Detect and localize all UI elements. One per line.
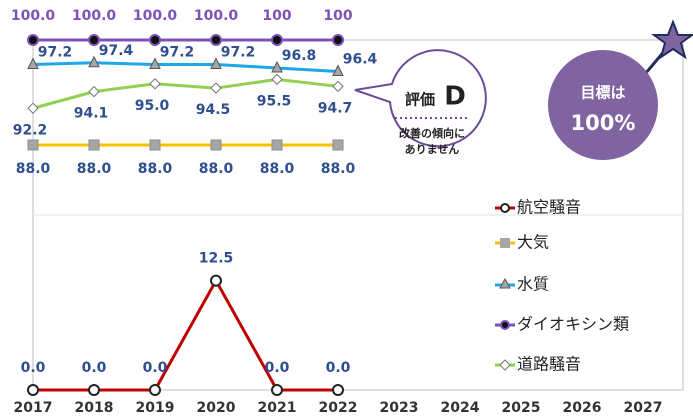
legend-label: 水質 <box>517 275 549 294</box>
x-tick-label: 2018 <box>75 400 114 416</box>
point <box>271 139 283 151</box>
legend-label: 大気 <box>517 233 549 252</box>
value-label: 88.0 <box>77 161 112 177</box>
x-tick-label: 2024 <box>441 400 480 416</box>
evaluation-note: 改善の傾向に <box>399 126 465 140</box>
value-label: 88.0 <box>16 161 51 177</box>
x-tick-label: 2017 <box>14 400 53 416</box>
x-tick-label: 2026 <box>563 400 602 416</box>
point <box>88 384 100 396</box>
value-label: 96.4 <box>343 52 378 68</box>
target-badge: 目標は 100% <box>548 19 693 160</box>
x-tick-label: 2022 <box>319 400 358 416</box>
value-label: 100 <box>323 8 352 24</box>
point <box>271 60 283 73</box>
value-label: 97.4 <box>99 43 134 59</box>
point <box>210 274 222 287</box>
value-label: 88.0 <box>199 161 234 177</box>
legend-marker <box>500 203 510 213</box>
value-label: 95.5 <box>257 93 292 109</box>
value-label: 97.2 <box>38 45 73 61</box>
target-circle <box>548 50 658 160</box>
value-label: 94.1 <box>74 106 109 122</box>
value-label: 88.0 <box>260 161 295 177</box>
legend-label: 道路騒音 <box>517 355 581 374</box>
point <box>27 384 39 396</box>
target-label: 目標は <box>580 84 625 102</box>
x-tick-label: 2019 <box>136 400 175 416</box>
value-label: 0.0 <box>82 360 107 376</box>
series-line <box>32 77 339 110</box>
point <box>210 57 222 69</box>
evaluation-grade: D <box>444 82 466 112</box>
legend-label: 航空騒音 <box>517 198 581 217</box>
legend-marker <box>499 277 511 289</box>
point <box>88 34 100 46</box>
callout-bubble <box>354 49 487 148</box>
point <box>149 57 161 69</box>
value-label: 96.8 <box>282 48 317 64</box>
value-label: 92.2 <box>13 122 48 138</box>
series-line <box>32 61 339 73</box>
marks <box>27 34 511 396</box>
value-label: 0.0 <box>143 360 168 376</box>
value-label: 0.0 <box>265 360 290 376</box>
point <box>27 57 39 69</box>
point <box>88 139 100 151</box>
x-tick-label: 2020 <box>197 400 236 416</box>
point <box>332 139 344 151</box>
point <box>210 139 222 151</box>
value-label: 97.2 <box>160 45 195 61</box>
point <box>27 102 39 114</box>
legend-marker <box>499 359 511 371</box>
value-label: 100 <box>262 8 291 24</box>
point <box>271 34 283 46</box>
lines <box>32 38 683 392</box>
legend-marker <box>500 238 510 248</box>
x-tick-label: 2027 <box>624 400 663 416</box>
series-line <box>33 277 338 392</box>
point <box>88 85 100 98</box>
x-tick-label: 2023 <box>380 400 419 416</box>
target-value: 100% <box>571 111 636 135</box>
point <box>332 384 344 396</box>
labels: 0.0 0.0 0.0 12.5 0.0 0.0 航空騒音 88.0 88.0 88.0 88.0 8… <box>11 8 629 376</box>
point <box>149 34 161 46</box>
value-label: 88.0 <box>138 161 173 177</box>
point <box>27 34 39 46</box>
evaluation-label: 評価 <box>405 91 435 109</box>
value-label: 94.5 <box>196 102 231 118</box>
evaluation-callout: 評価 D 改善の傾向に ありません <box>354 49 487 156</box>
point <box>332 34 344 46</box>
point <box>149 384 161 396</box>
point <box>210 34 222 46</box>
value-label: 0.0 <box>21 360 46 376</box>
value-label: 97.2 <box>221 45 256 61</box>
point <box>88 55 100 68</box>
value-label: 100.0 <box>194 8 239 24</box>
x-tick-label: 2021 <box>258 400 297 416</box>
point <box>27 139 39 151</box>
value-label: 0.0 <box>326 360 351 376</box>
point <box>149 78 161 90</box>
value-label: 100.0 <box>72 8 117 24</box>
value-label: 100.0 <box>11 8 56 24</box>
point <box>271 73 283 86</box>
legend-label: ダイオキシン類 <box>517 315 629 334</box>
point <box>271 384 283 396</box>
point <box>149 139 161 151</box>
legend-marker <box>500 320 510 330</box>
point <box>332 80 344 93</box>
value-label: 88.0 <box>321 161 356 177</box>
point <box>332 64 344 76</box>
point <box>210 82 222 94</box>
value-label: 100.0 <box>133 8 178 24</box>
value-label: 12.5 <box>199 251 234 267</box>
x-tick-label: 2025 <box>502 400 541 416</box>
value-label: 95.0 <box>135 98 170 114</box>
evaluation-note: ありません <box>405 143 460 156</box>
star-icon <box>650 19 693 60</box>
value-label: 94.7 <box>318 100 353 116</box>
